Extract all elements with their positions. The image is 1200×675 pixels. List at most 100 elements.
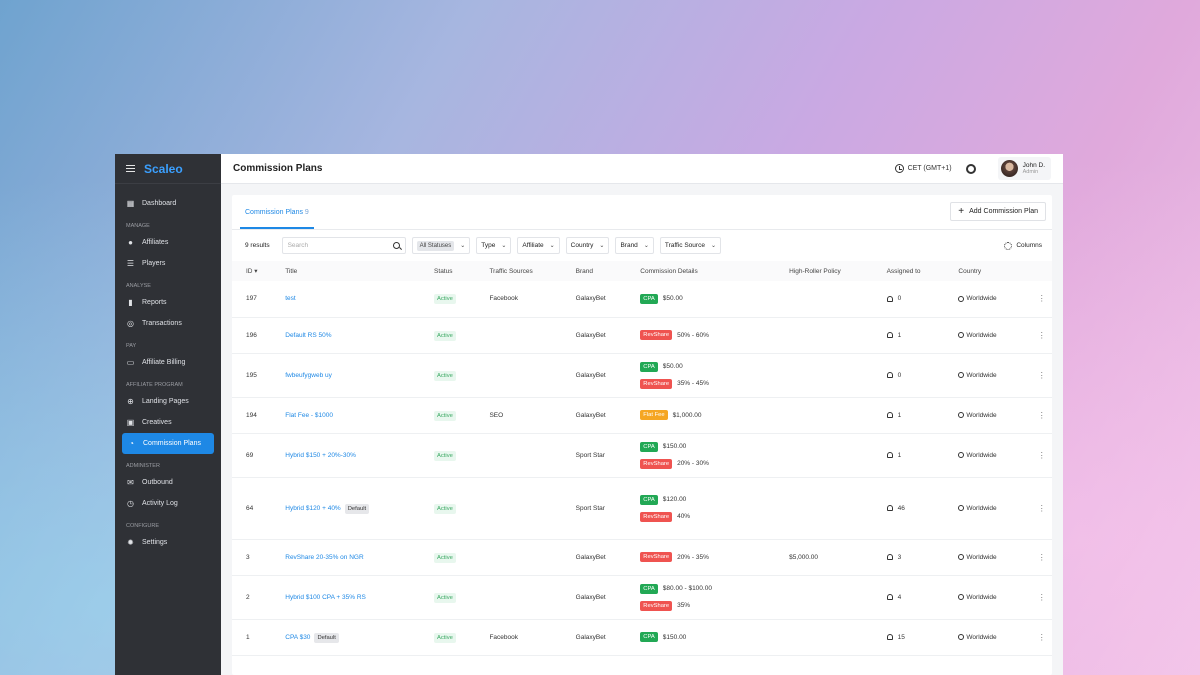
column-header[interactable]: Status (434, 267, 453, 275)
table-row[interactable]: 2 Hybrid $100 CPA + 35% RS Active GalaxyBet… (232, 575, 1052, 619)
table-row[interactable]: 1 CPA $30 Default Active Facebook GalaxyBet CP… (232, 619, 1052, 655)
table-row[interactable]: 69 Hybrid $150 + 20%-30% Active Sport Star C… (232, 433, 1052, 477)
search-icon (392, 242, 400, 249)
brand: GalaxyBet (575, 295, 606, 303)
country-value: Worldwide (966, 633, 997, 641)
table-row[interactable]: 64 Hybrid $120 + 40% Default Active Sport St… (232, 477, 1052, 539)
commission-type-badge: CPA (640, 441, 658, 452)
table-row[interactable]: 197 test Active Facebook GalaxyBet CPA $50.00 0… (232, 281, 1052, 317)
row-actions-kebab-icon[interactable]: ⋮ (1037, 503, 1046, 513)
brand-filter[interactable]: Brand ⌄ (615, 237, 654, 254)
row-actions-kebab-icon[interactable]: ⋮ (1037, 450, 1046, 460)
sidebar-item-label: Dashboard (142, 200, 177, 207)
commission-plans-table: ID ▾ Title Status Traffic Sources Brand Commi… (232, 261, 1052, 656)
plan-id: 69 (246, 451, 254, 459)
assigned-cell: 4 (883, 575, 955, 619)
status-cell: Active (430, 619, 485, 655)
plan-title-link[interactable]: Hybrid $150 + 20%-30% (285, 451, 356, 459)
sidebar-item-affiliate-billing[interactable]: ▭ Affiliate Billing (115, 352, 221, 373)
add-commission-plan-button[interactable]: + Add Commission Plan (950, 202, 1046, 221)
row-actions-kebab-icon[interactable]: ⋮ (1037, 330, 1046, 340)
row-actions-kebab-icon[interactable]: ⋮ (1037, 632, 1046, 642)
high-roller-policy (785, 433, 882, 477)
page-title: Commission Plans (233, 163, 323, 174)
row-actions-kebab-icon[interactable]: ⋮ (1037, 410, 1046, 420)
content: Commission Plans 9 + Add Commission Plan… (221, 184, 1063, 675)
plan-title-link[interactable]: Flat Fee - $1000 (285, 411, 333, 419)
assigned-cell: 0 (883, 281, 955, 317)
commission-line: RevShare 35% (640, 599, 781, 612)
country-filter[interactable]: Country ⌄ (565, 237, 610, 254)
plan-title-link[interactable]: Hybrid $100 CPA + 35% RS (285, 593, 366, 601)
column-header[interactable]: Traffic Sources (489, 267, 533, 275)
plan-title-link[interactable]: fwbeufygweb uy (285, 371, 332, 379)
search-input[interactable]: Search (281, 237, 406, 254)
affiliate-filter[interactable]: Affiliate ⌄ (517, 237, 560, 254)
plan-title-link[interactable]: test (285, 295, 296, 303)
sidebar-item-activity-log[interactable]: ◷ Activity Log (115, 493, 221, 514)
table-row[interactable]: 195 fwbeufygweb uy Active GalaxyBet CPA $50.0… (232, 353, 1052, 397)
plan-title-link[interactable]: RevShare 20-35% on NGR (285, 553, 364, 561)
row-actions-kebab-icon[interactable]: ⋮ (1037, 294, 1046, 304)
user-menu[interactable]: John D. Admin (997, 157, 1051, 180)
timezone-selector[interactable]: CET (GMT+1) (894, 164, 952, 173)
sidebar-item-transactions[interactable]: ◎ Transactions (115, 313, 221, 334)
top-bar: Commission Plans CET (GMT+1) John D. Adm… (221, 154, 1063, 184)
row-actions-kebab-icon[interactable]: ⋮ (1037, 552, 1046, 562)
globe-icon (958, 331, 965, 338)
status-filter[interactable]: All Statuses ⌄ (411, 237, 471, 254)
commission-plans-icon: ◔ (129, 439, 134, 448)
commission-details: RevShare 20% - 35% (636, 539, 785, 575)
table-row[interactable]: 3 RevShare 20-35% on NGR Active GalaxyBet Re… (232, 539, 1052, 575)
column-header[interactable]: Assigned to (886, 267, 921, 275)
user-icon (886, 553, 893, 560)
plan-title-link[interactable]: Default RS 50% (285, 331, 332, 339)
sidebar-item-settings[interactable]: ✹ Settings (115, 532, 221, 553)
plan-title-link[interactable]: CPA $30 (285, 633, 311, 641)
sidebar-item-affiliates[interactable]: ● Affiliates (115, 232, 221, 253)
column-header[interactable]: High-Roller Policy (789, 267, 841, 275)
tab-commission-plans[interactable]: Commission Plans 9 (240, 209, 314, 229)
sidebar-item-reports[interactable]: ▮ Reports (115, 292, 221, 313)
columns-label: Columns (1016, 242, 1042, 249)
status-badge: Active (434, 370, 456, 381)
column-header-actions (1031, 261, 1052, 281)
type-filter[interactable]: Type ⌄ (476, 237, 512, 254)
sidebar-item-dashboard[interactable]: ▦ Dashboard (115, 193, 221, 214)
columns-button[interactable]: Columns (1004, 241, 1046, 250)
row-actions-kebab-icon[interactable]: ⋮ (1037, 592, 1046, 602)
sidebar-item-landing-pages[interactable]: ⊕ Landing Pages (115, 391, 221, 412)
column-header[interactable]: Country (958, 267, 982, 275)
sidebar-item-outbound[interactable]: ✉ Outbound (115, 472, 221, 493)
support-icon[interactable] (965, 163, 976, 174)
tab-count: 9 (304, 209, 309, 216)
commission-type-badge: RevShare (640, 330, 673, 340)
commission-line: CPA $150.00 (640, 631, 781, 644)
traffic-source-filter[interactable]: Traffic Source ⌄ (659, 237, 721, 254)
plan-id: 194 (246, 411, 257, 419)
commission-details: CPA $150.00 (636, 619, 785, 655)
activity-log-icon: ◷ (127, 499, 134, 508)
table-row[interactable]: 194 Flat Fee - $1000 Active SEO GalaxyBet Fla… (232, 397, 1052, 433)
plan-title-link[interactable]: Hybrid $120 + 40% (285, 504, 341, 512)
country-cell: Worldwide (954, 353, 1031, 397)
column-header[interactable]: ID ▾ (232, 261, 281, 281)
row-actions-kebab-icon[interactable]: ⋮ (1037, 370, 1046, 380)
sidebar-item-players[interactable]: ☰ Players (115, 253, 221, 274)
commission-value: 35% - 45% (677, 380, 709, 387)
plan-title-cell: Flat Fee - $1000 (281, 397, 430, 433)
column-header[interactable]: Title (285, 267, 298, 275)
sidebar-item-commission-plans[interactable]: ◔ Commission Plans (122, 433, 214, 454)
plan-title-cell: fwbeufygweb uy (281, 353, 430, 397)
tab-label: Commission Plans (245, 209, 303, 216)
hamburger-menu-icon[interactable] (126, 164, 135, 173)
brand: Sport Star (575, 451, 605, 459)
column-header[interactable]: Commission Details (640, 267, 698, 275)
commission-line: RevShare 40% (640, 510, 781, 523)
commission-value: 40% (677, 513, 691, 520)
nav-section-label: MANAGE (126, 223, 150, 229)
status-chip: All Statuses (416, 240, 455, 251)
sidebar-item-creatives[interactable]: ▣ Creatives (115, 412, 221, 433)
column-header[interactable]: Brand (575, 267, 594, 275)
table-row[interactable]: 196 Default RS 50% Active GalaxyBet RevShare… (232, 317, 1052, 353)
